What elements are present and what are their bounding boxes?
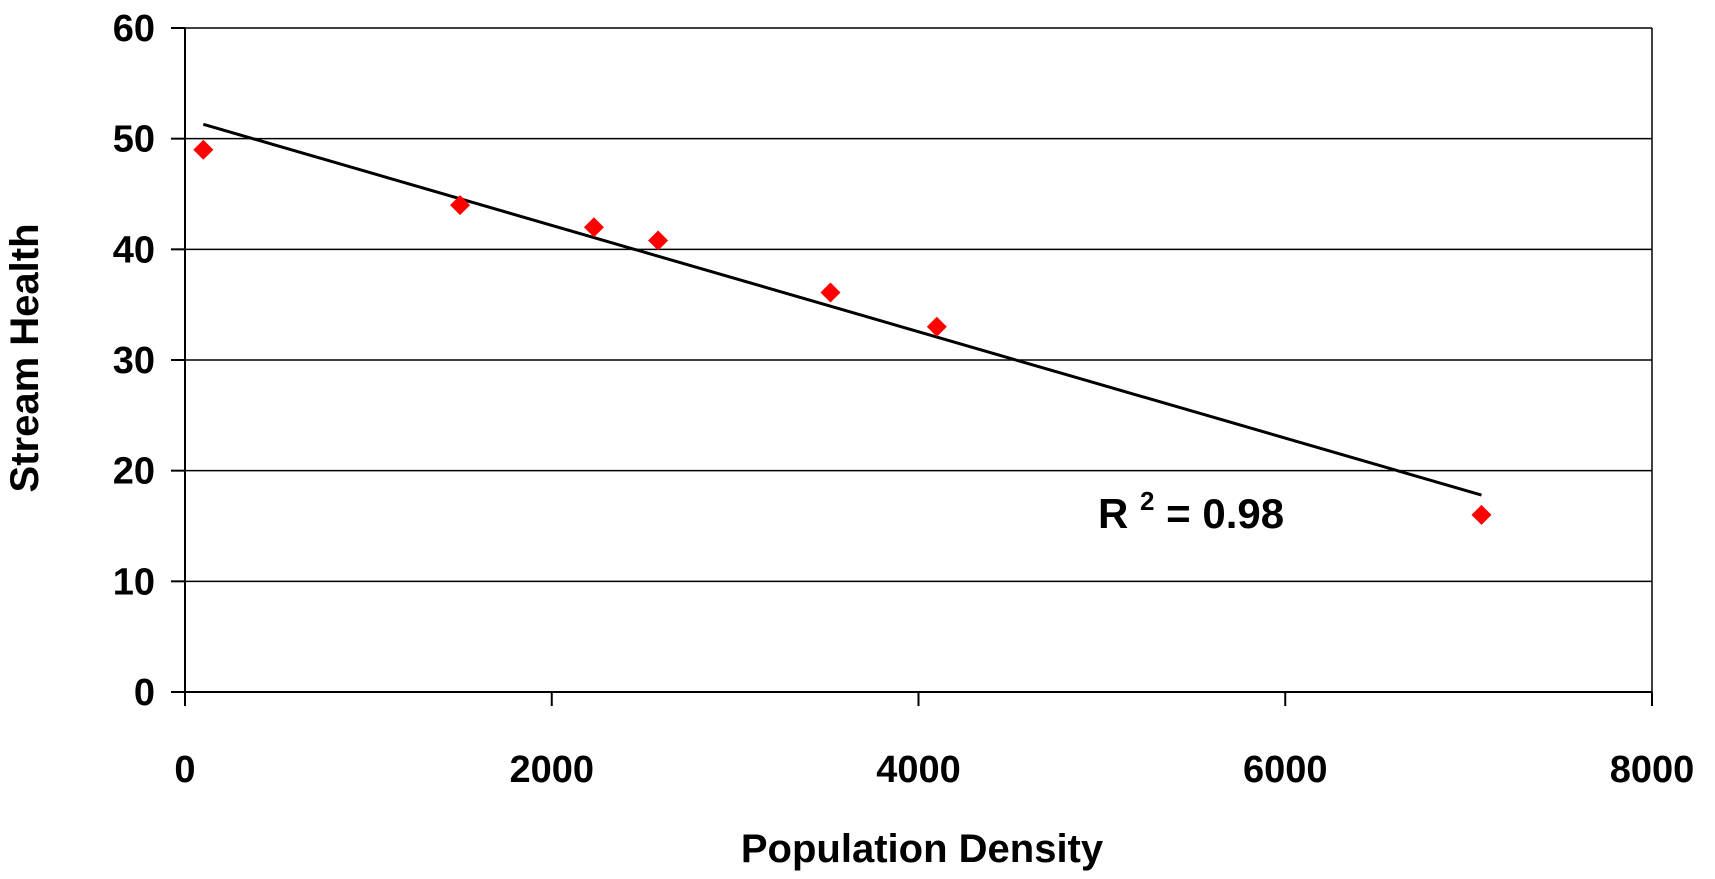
r-squared-value: = 0.98 (1166, 490, 1284, 537)
trendline (202, 122, 1482, 497)
y-tick-label-60: 60 (113, 8, 155, 50)
x-tick-label-6000: 6000 (1243, 749, 1328, 791)
axes (171, 27, 1653, 706)
data-point-2 (450, 195, 471, 216)
x-tick-label-8000: 8000 (1610, 749, 1695, 791)
trendline-group (202, 122, 1482, 497)
x-tick-label-4000: 4000 (876, 749, 961, 791)
y-tick-label-10: 10 (113, 561, 155, 603)
y-tick-label-50: 50 (113, 119, 155, 161)
r-squared-superscript: 2 (1140, 486, 1154, 516)
data-point-7 (1471, 504, 1492, 525)
y-tick-label-40: 40 (113, 229, 155, 271)
y-axis-title: Stream Health (3, 224, 47, 493)
data-point-3 (583, 217, 604, 238)
data-point-5 (820, 282, 841, 303)
r-squared-prefix: R (1098, 490, 1128, 537)
y-tick-label-30: 30 (113, 340, 155, 382)
x-tick-label-0: 0 (174, 749, 195, 791)
x-tick-label-2000: 2000 (509, 749, 594, 791)
r-squared-annotation: R 2 = 0.98 (1098, 472, 1284, 537)
gridlines (185, 27, 1652, 583)
data-points (193, 139, 1492, 525)
data-point-1 (193, 139, 214, 160)
y-tick-label-0: 0 (134, 672, 155, 714)
y-tick-label-20: 20 (113, 451, 155, 493)
tick-labels: 0 10 20 30 40 50 60 0 2000 4000 6000 8000 (113, 8, 1695, 791)
x-axis-title: Population Density (741, 827, 1104, 871)
data-point-6 (926, 316, 947, 337)
data-point-4 (648, 230, 669, 251)
